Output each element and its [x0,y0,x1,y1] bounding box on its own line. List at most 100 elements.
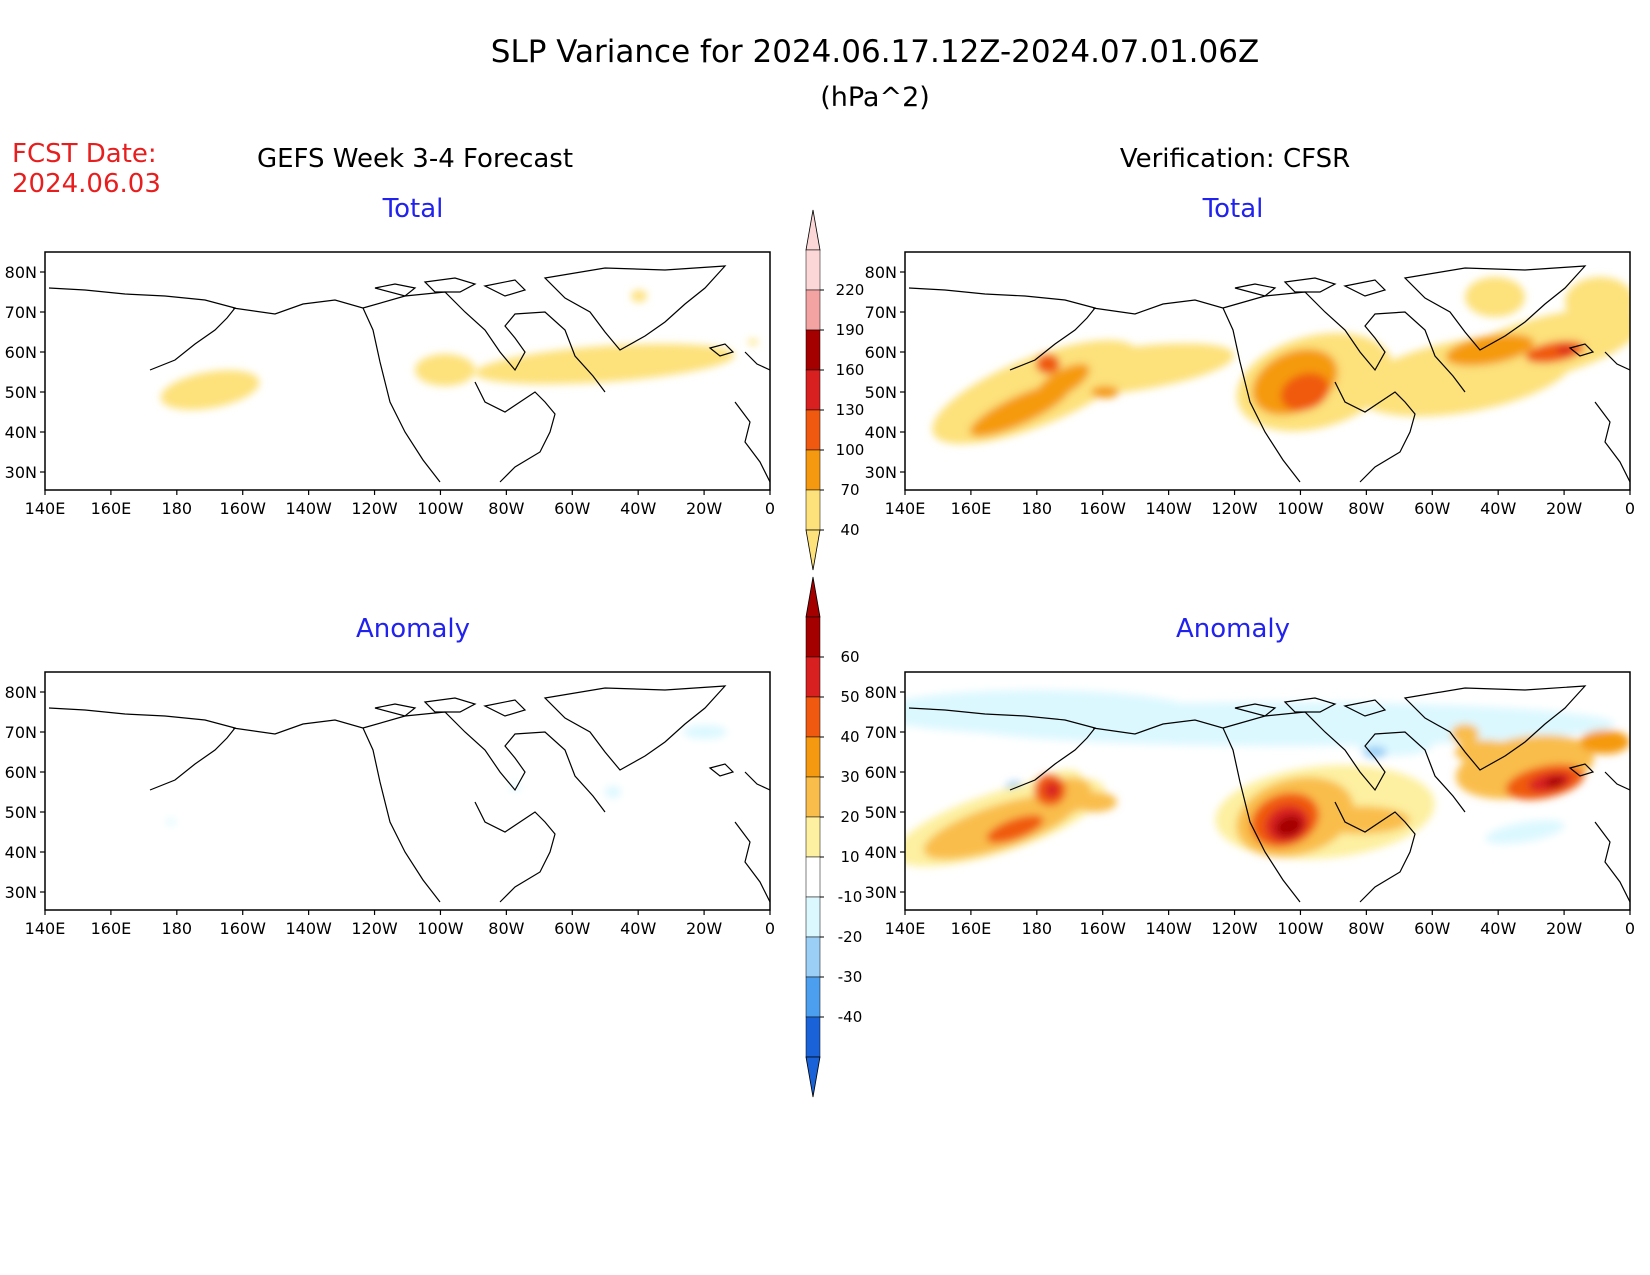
map-frame [904,251,1631,491]
colorbar-swatch [805,696,821,738]
map-frame [44,251,771,491]
shaded-area [1445,334,1535,366]
figure-title: SLP Variance for 2024.06.17.12Z-2024.07.… [491,34,1259,70]
shaded-area [1525,340,1585,364]
shaded-area [415,354,475,386]
lon-label: 20W [1546,499,1582,518]
colorbar-arrow-top [805,576,821,618]
colorbar-swatch [805,936,821,978]
lon-label: 140W [285,919,332,938]
coastline [908,287,1301,483]
verification-anomaly-title: Anomaly [1176,614,1290,644]
lat-label: 80N [5,683,37,702]
shaded-area [1363,746,1387,758]
lat-label: 70N [865,303,897,322]
colorbar-label: 30 [840,768,859,786]
coastline [48,707,441,903]
coastline [1222,711,1466,813]
colorbar-label: -20 [838,928,863,946]
coastline [474,381,556,483]
coastlines [48,685,770,903]
shaded-area [1073,792,1117,812]
lat-label: 80N [865,263,897,282]
lon-label: 140E [885,919,926,938]
lon-label: 40W [1480,499,1516,518]
forecast-column-title: GEFS Week 3-4 Forecast [257,144,573,174]
lon-label: 140W [1145,499,1192,518]
lon-label: 120W [1211,499,1258,518]
colorbar-swatch [805,249,821,291]
coastline [1403,685,1587,771]
lon-label: 140E [25,499,66,518]
coastline [1334,801,1416,903]
forecast-anomaly-title: Anomaly [356,614,470,644]
lon-label: 80W [1348,499,1384,518]
colorbar-swatch [805,616,821,658]
lon-label: 160E [91,919,132,938]
lon-label: 140W [1145,919,1192,938]
coastlines [48,265,770,483]
shaded-area [1465,277,1525,317]
lon-label: 180 [162,499,193,518]
lon-label: 160E [951,919,992,938]
shaded-area [683,725,727,739]
coastline [708,343,770,371]
forecast-anomaly-map: 80N 70N 60N 50N 40N 30N 140E 160E 180 160W 140W 120… [5,671,775,938]
total-colorbar: 220 190 160 130 100 70 40 [805,209,865,571]
lat-label: 30N [5,463,37,482]
lon-label: 100W [1277,499,1324,518]
coastline [1403,265,1587,351]
lon-label: 140E [25,919,66,938]
lon-label: 160E [91,499,132,518]
lat-label: 60N [5,343,37,362]
shaded-area [1275,815,1303,837]
colorbar-label: 20 [840,808,859,826]
lon-label: 180 [1022,499,1053,518]
coastline [1222,291,1466,393]
colorbar-swatch [805,329,821,371]
colorbar-swatch [805,449,821,491]
lon-label: 180 [162,919,193,938]
shaded-area [1091,386,1119,398]
colorbar-label: 10 [840,848,859,866]
lon-label: 40W [1480,919,1516,938]
map-frame [44,671,771,911]
lon-label: 140W [285,499,332,518]
coastline [1568,343,1630,371]
coastline [362,711,606,813]
colorbar-swatch [805,976,821,1018]
shaded-area [1565,277,1630,327]
lat-label: 70N [5,723,37,742]
lat-label: 60N [5,763,37,782]
lon-label: 80W [488,919,524,938]
shaded-area [1451,724,1479,744]
coastline [543,265,727,351]
coastline [1594,821,1630,903]
lat-label: 60N [865,763,897,782]
lat-label: 40N [865,843,897,862]
lat-label: 70N [865,723,897,742]
lon-label: 0 [765,499,775,518]
lon-label: 140E [885,499,926,518]
verification-anomaly-map: 80N 70N 60N 50N 40N 30N 140E 160E 180 160W 140W 120… [865,671,1635,938]
lat-label: 40N [5,423,37,442]
colorbar-label: 130 [836,401,865,419]
lon-label: 100W [417,919,464,938]
coastline [1594,401,1630,483]
verification-column-title: Verification: CFSR [1120,144,1350,174]
lon-label: 40W [620,499,656,518]
forecast-total-map: 80N 70N 60N 50N 40N 30N 140E 160E 180 160W 140W 120… [5,251,775,518]
colorbar-swatch [805,289,821,331]
colorbar-label: 50 [840,688,859,706]
colorbar-swatch [805,896,821,938]
colorbar-label: -40 [838,1008,863,1026]
shaded-area [1310,806,1410,834]
shaded-area [166,819,176,825]
lon-label: 120W [1211,919,1258,938]
coastlines [908,685,1630,903]
colorbar-arrow-bottom [805,1056,821,1098]
map-background [45,672,770,910]
shaded-area [1280,373,1330,411]
colorbar-label: 40 [840,728,859,746]
